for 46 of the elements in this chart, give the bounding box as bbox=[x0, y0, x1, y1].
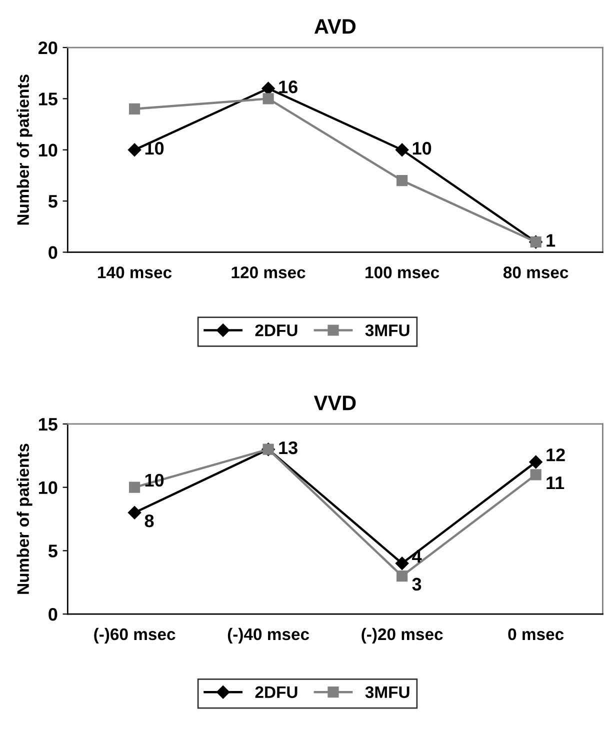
x-tick-label: (-)40 msec bbox=[228, 628, 310, 644]
x-tick-label: (-)20 msec bbox=[362, 628, 443, 644]
x-tick-label: 120 msec bbox=[232, 266, 306, 278]
x-tick-label: 0 msec bbox=[508, 628, 564, 640]
x-tick-label: 100 msec bbox=[366, 266, 440, 278]
chart-title: AVD bbox=[314, 19, 356, 34]
y-tick-label: 5 bbox=[48, 544, 58, 558]
y-tick-label: 15 bbox=[38, 92, 58, 106]
point bbox=[396, 570, 408, 582]
point bbox=[530, 469, 542, 480]
x-tick-label: 140 msec bbox=[98, 266, 172, 278]
point bbox=[395, 143, 409, 156]
y-axis-title: Number of patients bbox=[16, 444, 32, 594]
y-tick-label: 15 bbox=[38, 418, 58, 431]
legend-label: 2DFU bbox=[255, 324, 298, 336]
point bbox=[396, 175, 408, 186]
data-label: 3 bbox=[412, 578, 422, 591]
point bbox=[128, 103, 140, 114]
y-tick-label: 5 bbox=[48, 195, 58, 208]
y-axis-title: Number of patients bbox=[16, 74, 32, 225]
y-tick-label: 10 bbox=[38, 144, 58, 157]
point bbox=[128, 143, 142, 156]
data-label: 12 bbox=[546, 448, 565, 462]
y-tick-label: 20 bbox=[38, 41, 58, 54]
point bbox=[128, 482, 140, 493]
point bbox=[395, 556, 409, 570]
data-label: 8 bbox=[144, 514, 154, 528]
chart-title: VVD bbox=[314, 396, 356, 410]
x-tick-label: 80 msec bbox=[503, 266, 568, 278]
data-label: 10 bbox=[145, 474, 164, 487]
legend-label: 3MFU bbox=[365, 686, 410, 698]
data-label: 16 bbox=[279, 80, 298, 94]
data-label: 10 bbox=[412, 142, 432, 155]
point bbox=[128, 506, 142, 520]
point bbox=[262, 93, 274, 104]
data-label: 1 bbox=[546, 234, 556, 247]
data-label: 11 bbox=[546, 476, 564, 490]
x-tick-label: (-)60 msec bbox=[94, 628, 176, 644]
legend-label: 2DFU bbox=[255, 686, 298, 698]
point bbox=[529, 455, 542, 469]
y-tick-label: 0 bbox=[48, 608, 58, 621]
legend-label: 3MFU bbox=[365, 324, 410, 336]
y-tick-label: 10 bbox=[38, 481, 58, 494]
y-tick-label: 0 bbox=[48, 246, 58, 259]
data-label: 13 bbox=[279, 441, 298, 454]
point bbox=[262, 82, 275, 96]
